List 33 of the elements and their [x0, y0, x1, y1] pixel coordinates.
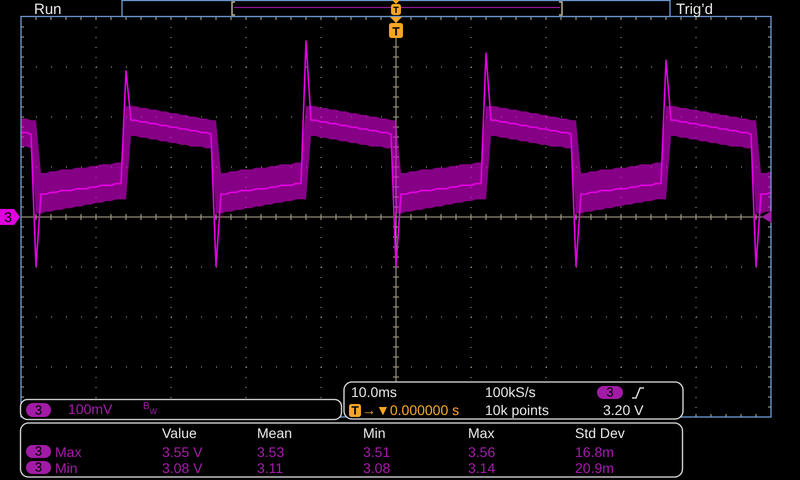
text: 10k points	[485, 402, 549, 418]
text: Min	[55, 460, 78, 476]
text: T	[393, 5, 400, 15]
text: 3	[34, 460, 42, 474]
text: 3.14	[468, 460, 496, 476]
text: Min	[363, 425, 386, 441]
text: 100kS/s	[485, 384, 536, 400]
text: 3.11	[257, 460, 284, 476]
text: B$_{W}$	[143, 401, 158, 416]
text: Value	[162, 425, 197, 441]
series-label: 3	[4, 209, 12, 225]
text: 3.56	[468, 444, 496, 460]
text: Trig’d	[676, 1, 713, 18]
text: 20.9m	[575, 460, 614, 476]
text: 3.08	[363, 460, 390, 476]
text: Max	[55, 444, 82, 460]
text: 3.08 V	[162, 460, 204, 476]
text: 3.20 V	[603, 402, 644, 418]
text: Mean	[257, 425, 292, 441]
text: Std Dev	[575, 425, 625, 441]
text: 3	[34, 402, 42, 418]
text: 3	[34, 444, 42, 458]
text: 3	[606, 384, 614, 400]
text: 16.8m	[575, 444, 614, 460]
text: 3.53	[257, 444, 284, 460]
text: Run	[34, 1, 62, 18]
text: Max	[468, 425, 494, 441]
text: 10.0ms	[351, 384, 397, 400]
text: 100mV	[68, 401, 114, 417]
text: 3.55 V	[162, 444, 204, 460]
text: 3.51	[363, 444, 390, 460]
text: →▼0.000000 s	[362, 402, 460, 418]
text: T	[392, 24, 400, 38]
